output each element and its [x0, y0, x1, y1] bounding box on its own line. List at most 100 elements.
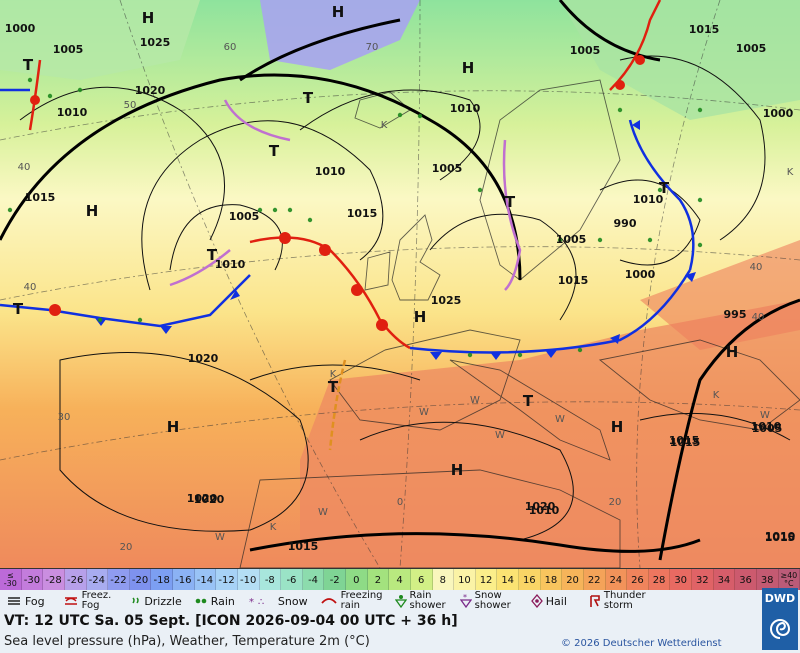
scale-value-cell: -8 [259, 569, 282, 591]
chart-description: Sea level pressure (hPa), Weather, Tempe… [4, 634, 370, 649]
grid-label: K [713, 390, 720, 401]
grid-label: 60 [224, 42, 237, 53]
scale-value-cell: 26 [627, 569, 649, 591]
scale-value-cell: -6 [281, 569, 303, 591]
isobar-label: 1015 [25, 191, 56, 204]
isobar-label: 1015 [558, 274, 589, 287]
legend-thunderstorm-line2: storm [603, 600, 633, 611]
pressure-center-high: H [332, 3, 345, 21]
scale-value-cell: 38 [756, 569, 779, 591]
hail-icon [530, 594, 543, 608]
legend-rain-shower-line1: Rain [409, 590, 432, 601]
isobar-label: 1015 [288, 540, 319, 553]
isobar-label: 1015 [689, 23, 720, 36]
legend-rain-shower-label: Rain shower [410, 591, 446, 611]
trough-iberia [328, 359, 347, 451]
isobar-label: 1005 [570, 44, 601, 57]
isobar-label: 1005 [752, 422, 783, 435]
isobar-label: 1015 [347, 207, 378, 220]
legend-hail: Hail [530, 594, 567, 608]
scale-value-cell: 12 [475, 569, 498, 591]
isobar-label: 1010 [529, 504, 560, 517]
isobar-label: 1025 [140, 36, 171, 49]
isobar-label: 1015 [765, 531, 796, 544]
grid-label: 0 [397, 497, 403, 508]
isobar-label: 1025 [431, 294, 462, 307]
pressure-center-high: H [451, 461, 464, 479]
freezing-rain-icon [320, 598, 337, 604]
valid-time: VT: 12 UTC Sa. 05 Sept. [ICON 2026-09-04… [4, 613, 458, 629]
scale-low_edge-cell: ≤ -30 [0, 569, 22, 591]
isobar-label: 1015 [669, 434, 700, 447]
scale-value-cell: 10 [454, 569, 476, 591]
warm-front-bumps [30, 55, 645, 331]
isobar-label: 1000 [625, 268, 656, 281]
pressure-center-low: T [13, 300, 24, 318]
grid-label: 30 [58, 412, 71, 423]
pressure-center-high: H [142, 9, 155, 27]
dwd-logo-text: DWD [764, 592, 796, 605]
pressure-center-high: H [167, 418, 180, 436]
scale-value-cell: -10 [237, 569, 260, 591]
pressure-center-low: T [207, 246, 218, 264]
legend-thunderstorm-line1: Thunder [603, 590, 646, 601]
scale-value-cell: 20 [562, 569, 584, 591]
info-panel: VT: 12 UTC Sa. 05 Sept. [ICON 2026-09-04… [0, 612, 800, 653]
isobar-label: 1010 [315, 165, 346, 178]
legend-drizzle: Drizzle [129, 595, 182, 608]
scale-value-cell: -16 [173, 569, 195, 591]
cold-front-west [0, 274, 251, 328]
grid-label: 40 [24, 282, 37, 293]
scale-value-cell: 28 [648, 569, 671, 591]
legend-rain-label: Rain [210, 594, 235, 608]
isobar-label: 1020 [194, 493, 225, 506]
grid-label: K [381, 120, 388, 131]
pressure-center-low: T [523, 392, 534, 410]
occlusion-scandinavia [502, 139, 522, 291]
isobar-label: 1020 [135, 84, 166, 97]
isobar-label: 1015 [670, 436, 701, 449]
scale-value-cell: -24 [86, 569, 109, 591]
isobar-label: 1005 [53, 43, 84, 56]
isobar-label: 1010 [450, 102, 481, 115]
pressure-center-high: H [462, 59, 475, 77]
scale-value-cell: -12 [216, 569, 238, 591]
legend-snow-shower-line2: shower [474, 600, 511, 611]
pressure-center-high: H [726, 343, 739, 361]
isobars [19, 55, 791, 541]
legend-freezing-rain-line1: Freezing [340, 590, 383, 601]
scale-value-cell: 16 [519, 569, 541, 591]
scale-value-cell: 6 [410, 569, 433, 591]
land-outlines [239, 79, 800, 568]
isobar-label: 1020 [188, 352, 219, 365]
grid-label: K [787, 167, 794, 178]
pressure-center-low: T [303, 89, 314, 107]
grid-label: W [760, 410, 770, 421]
grid-label: W [215, 532, 225, 543]
cold-front-east [628, 119, 695, 271]
scale-value-cell: -20 [129, 569, 152, 591]
legend-fog-label: Fog [25, 594, 45, 608]
svg-text:*: * [463, 594, 467, 602]
legend-freezing-fog-line2: Fog [81, 600, 100, 611]
pressure-center-high: H [611, 418, 624, 436]
grid-label: W [419, 407, 429, 418]
scale-high_edge-bottom: °C [784, 579, 794, 588]
cold-front-barbs [95, 120, 696, 360]
occlusion-iceland [223, 99, 291, 142]
scale-value-cell: 32 [692, 569, 714, 591]
grid-label: W [470, 395, 480, 406]
legend-freezing-rain: Freezing rain [320, 591, 383, 611]
isobar-label: 1010 [765, 530, 796, 543]
grid-labels: 60 70 50 40 40 30 20 0 20 40 40 K K K K K W W W W W W W [18, 42, 794, 553]
warm-front-atlantic [249, 236, 411, 350]
legend-thunderstorm-label: Thunder storm [604, 591, 646, 611]
scale-value-cell: 36 [735, 569, 757, 591]
legend-snow-shower-label: Snow shower [475, 591, 511, 611]
snow-icon: * ∴ [249, 597, 264, 607]
pressure-center-low: T [23, 56, 34, 74]
isobar-label: 990 [614, 217, 637, 230]
rain-shower-icon [394, 595, 407, 608]
legend-rain-shower: Rain shower [394, 591, 446, 611]
